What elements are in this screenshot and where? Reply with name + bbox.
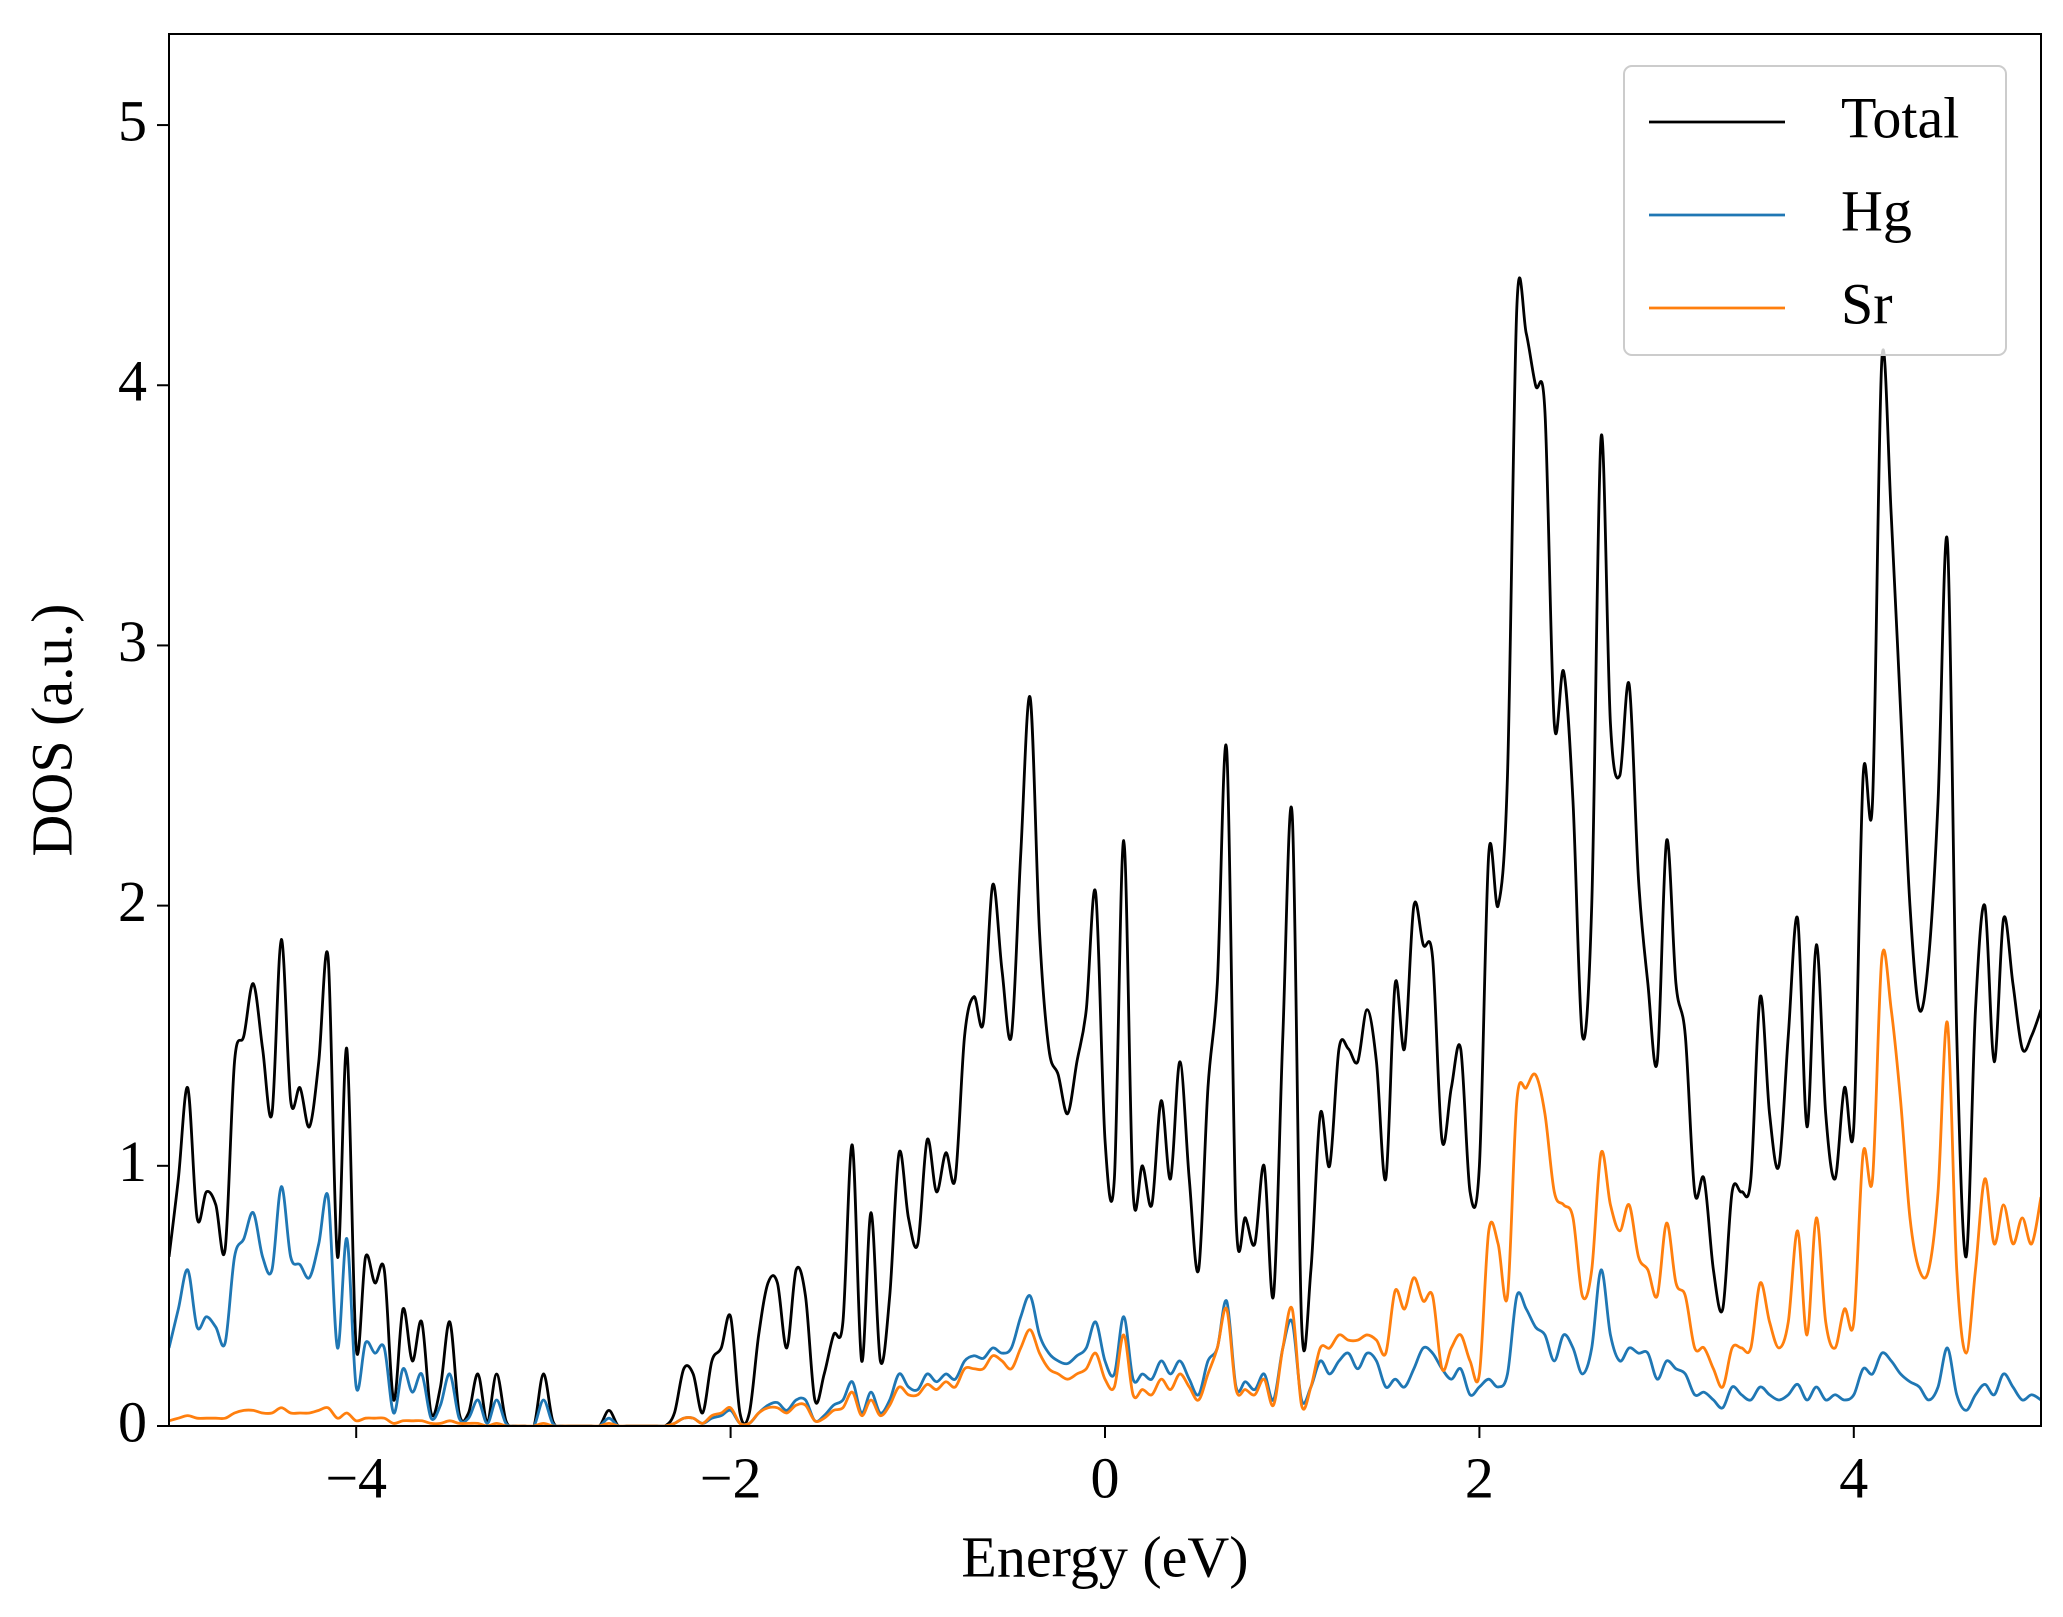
y-tick-label: 5 <box>118 88 147 153</box>
y-tick-label: 1 <box>118 1129 147 1194</box>
x-tick-label: −2 <box>700 1445 762 1510</box>
series-line <box>169 1185 2041 1426</box>
legend-label: Hg <box>1841 178 1912 243</box>
x-axis-label: Energy (eV) <box>961 1524 1248 1589</box>
y-tick-label: 3 <box>118 609 147 674</box>
x-tick-label: 0 <box>1091 1445 1120 1510</box>
y-tick-label: 4 <box>118 349 147 414</box>
y-tick-label: 0 <box>118 1389 147 1454</box>
series-line <box>169 948 2041 1426</box>
x-tick-label: 4 <box>1839 1445 1868 1510</box>
legend-label: Sr <box>1841 271 1893 336</box>
x-tick-label: 2 <box>1465 1445 1494 1510</box>
legend-box <box>1623 65 2007 356</box>
y-tick-label: 2 <box>118 869 147 934</box>
y-axis-label: DOS (a.u.) <box>19 604 84 857</box>
x-tick-label: −4 <box>325 1445 387 1510</box>
plot-area <box>169 276 2041 1426</box>
legend-label: Total <box>1841 85 1959 150</box>
